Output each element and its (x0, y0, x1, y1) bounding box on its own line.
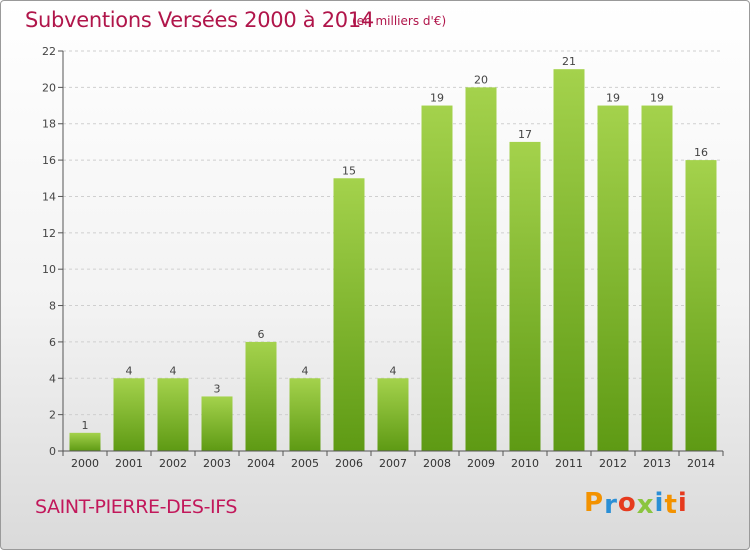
y-tick-label: 22 (42, 45, 56, 58)
x-tick-label: 2006 (335, 457, 363, 470)
data-label: 4 (302, 364, 309, 377)
data-label: 16 (694, 146, 708, 159)
logo-letter: i (654, 488, 665, 518)
bar-2005 (289, 378, 321, 451)
y-tick-label: 6 (49, 336, 56, 349)
data-label: 3 (214, 382, 221, 395)
x-tick-label: 2009 (467, 457, 495, 470)
data-label: 1 (82, 419, 89, 432)
data-label: 4 (126, 364, 133, 377)
bar-2003 (201, 396, 233, 451)
y-tick-label: 10 (42, 263, 56, 276)
bar-2006 (333, 178, 365, 452)
y-tick-label: 18 (42, 118, 56, 131)
x-tick-label: 2010 (511, 457, 539, 470)
bar-2009 (465, 87, 497, 451)
x-tick-label: 2007 (379, 457, 407, 470)
logo-letter: r (604, 490, 618, 520)
y-tick-label: 14 (42, 190, 56, 203)
bar-2011 (553, 69, 585, 451)
commune-name: SAINT-PIERRE-DES-IFS (35, 496, 238, 518)
data-label: 19 (650, 92, 664, 105)
logo-letter: i (677, 488, 688, 518)
bar-2007 (377, 378, 409, 451)
chart-unit-label: (en milliers d'€) (352, 14, 447, 28)
y-tick-label: 0 (49, 445, 56, 458)
y-tick-label: 16 (42, 154, 56, 167)
logo-letter: P (584, 488, 605, 518)
data-label: 15 (342, 164, 356, 177)
x-tick-label: 2011 (555, 457, 583, 470)
y-tick-label: 20 (42, 81, 56, 94)
x-tick-label: 2000 (71, 457, 99, 470)
y-tick-label: 4 (49, 372, 56, 385)
data-label: 4 (170, 364, 177, 377)
x-tick-label: 2003 (203, 457, 231, 470)
data-labels: 1 4 4 3 6 4 15 4 19 20 17 21 19 19 16 (82, 55, 709, 432)
chart-title: Subventions Versées 2000 à 2014 (25, 8, 374, 32)
x-tick-label: 2012 (599, 457, 627, 470)
data-label: 19 (606, 92, 620, 105)
logo-letter: o (617, 488, 637, 518)
y-tick-label: 2 (49, 409, 56, 422)
data-label: 17 (518, 128, 532, 141)
bar-2014 (685, 160, 717, 451)
y-tick-label: 12 (42, 227, 56, 240)
x-tick-label: 2004 (247, 457, 275, 470)
data-label: 6 (258, 328, 265, 341)
bar-2004 (245, 341, 277, 451)
proxiti-logo[interactable]: Proxiti (584, 488, 688, 520)
bar-2012 (597, 105, 629, 451)
logo-letter: t (664, 490, 678, 520)
bar-2010 (509, 141, 541, 451)
data-label: 4 (390, 364, 397, 377)
x-tick-label: 2013 (643, 457, 671, 470)
bar-2000 (69, 432, 101, 451)
logo-letter: x (636, 490, 655, 520)
data-label: 21 (562, 55, 576, 68)
bar-2008 (421, 105, 453, 451)
bar-2001 (113, 378, 145, 451)
bar-2013 (641, 105, 673, 451)
y-tick-label: 8 (49, 300, 56, 313)
data-label: 19 (430, 92, 444, 105)
x-tick-label: 2014 (687, 457, 715, 470)
data-label: 20 (474, 73, 488, 86)
x-tick-label: 2005 (291, 457, 319, 470)
x-tick-label: 2002 (159, 457, 187, 470)
x-tick-label: 2001 (115, 457, 143, 470)
bars (69, 69, 717, 452)
x-tick-label: 2008 (423, 457, 451, 470)
bar-2002 (157, 378, 189, 451)
